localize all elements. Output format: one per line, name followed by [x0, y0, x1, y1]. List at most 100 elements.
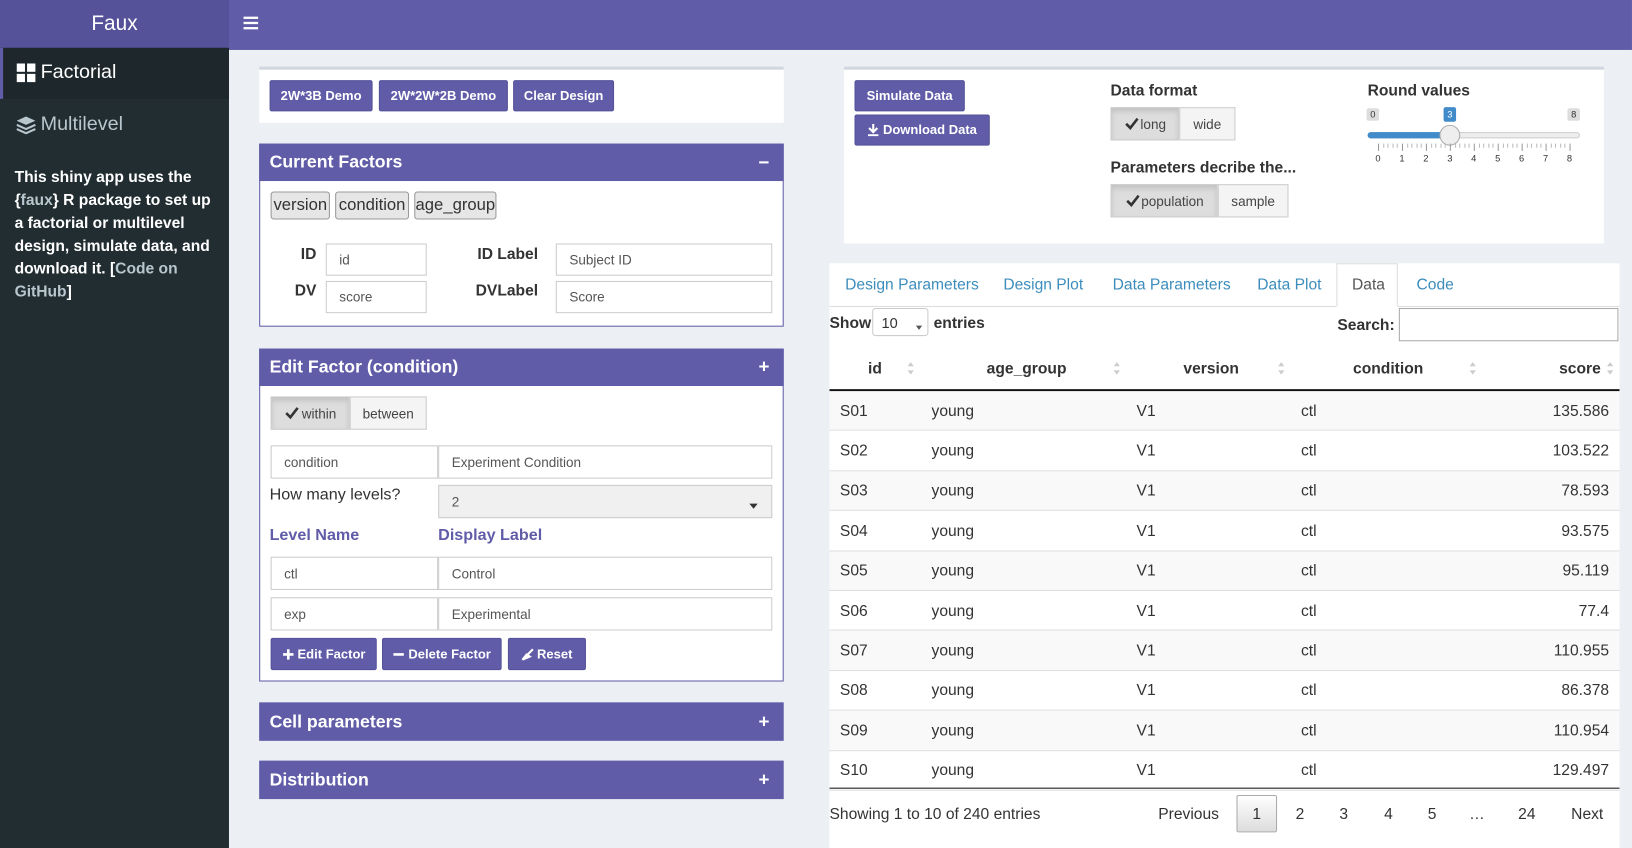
- column-header[interactable]: condition: [1353, 359, 1424, 378]
- input[interactable]: ctl: [270, 556, 439, 590]
- minor-tick: [1550, 143, 1552, 148]
- cell: S08: [839, 681, 868, 700]
- table-row: [829, 630, 1620, 671]
- page-button[interactable]: 4: [1384, 804, 1393, 823]
- column-header[interactable]: age_group: [986, 359, 1067, 378]
- slider-tick: [1401, 143, 1403, 151]
- tab[interactable]: Code: [1416, 275, 1454, 293]
- column-header[interactable]: version: [1183, 359, 1239, 378]
- slider-tick-label: 0: [1375, 152, 1381, 164]
- layers-icon-svg: [16, 116, 36, 135]
- link[interactable]: faux: [20, 191, 53, 210]
- caret-svg: [749, 503, 758, 509]
- cell: ctl: [1301, 482, 1317, 500]
- demo-button[interactable]: 2W*3B Demo: [269, 80, 373, 112]
- menu-item[interactable]: Factorial: [40, 61, 117, 84]
- input[interactable]: Subject ID: [555, 243, 773, 276]
- column-header[interactable]: id: [868, 359, 882, 378]
- minor-tick: [1459, 143, 1461, 148]
- page-button[interactable]: 24: [1518, 804, 1536, 823]
- page-button[interactable]: 2: [1295, 804, 1305, 823]
- minor-tick: [1454, 143, 1456, 148]
- table-row: [829, 591, 1620, 631]
- minor-tick: [1435, 143, 1437, 148]
- collapse-toggle[interactable]: +: [758, 710, 770, 731]
- toggle-button[interactable]: sample: [1217, 184, 1289, 218]
- factor-chip[interactable]: age_group: [414, 191, 497, 220]
- input[interactable]: score: [325, 280, 427, 314]
- action-button[interactable]: Edit Factor: [270, 637, 377, 671]
- page-button[interactable]: Next: [1571, 804, 1604, 823]
- collapse-toggle[interactable]: −: [758, 151, 770, 173]
- tab[interactable]: Data Plot: [1257, 275, 1322, 293]
- slider-tick: [1449, 143, 1451, 151]
- toggle-button[interactable]: within: [270, 396, 350, 430]
- input[interactable]: Control: [438, 556, 773, 590]
- action-button[interactable]: Reset: [507, 637, 586, 671]
- page-button[interactable]: 5: [1427, 804, 1437, 823]
- table-row: [829, 511, 1620, 552]
- collapse-toggle[interactable]: +: [758, 355, 770, 377]
- action-button[interactable]: Simulate Data: [854, 80, 965, 112]
- label: Reset: [537, 646, 573, 662]
- input[interactable]: Experimental: [438, 597, 773, 631]
- input[interactable]: Experiment Condition: [438, 445, 773, 479]
- toggle-button[interactable]: population: [1110, 184, 1218, 218]
- select[interactable]: 10: [872, 307, 929, 337]
- tab[interactable]: Design Parameters: [845, 275, 979, 293]
- cell: ctl: [1301, 402, 1317, 420]
- slider-tick-label: 5: [1495, 152, 1501, 164]
- label: within: [301, 405, 337, 421]
- factor-chip[interactable]: condition: [335, 191, 410, 220]
- column-header[interactable]: score: [1559, 359, 1601, 378]
- tab[interactable]: Design Plot: [1003, 275, 1084, 293]
- page-button[interactable]: Previous: [1158, 804, 1219, 823]
- search-input[interactable]: [1398, 307, 1619, 342]
- column-header: Level Name: [269, 526, 360, 545]
- action-button[interactable]: Delete Factor: [381, 637, 502, 671]
- label: Download Data: [882, 122, 977, 138]
- cell: 110.955: [1553, 641, 1610, 660]
- cell: S01: [839, 402, 868, 420]
- minor-tick: [1526, 143, 1528, 148]
- slider-handle[interactable]: [1439, 124, 1461, 146]
- minor-tick: [1516, 143, 1518, 148]
- factor-chip[interactable]: version: [270, 191, 330, 220]
- demo-button[interactable]: 2W*2W*2B Demo: [378, 80, 508, 112]
- menu-item[interactable]: Multilevel: [40, 113, 124, 136]
- cell: 78.593: [1561, 482, 1610, 500]
- minor-tick: [1411, 143, 1413, 148]
- brand[interactable]: Faux: [0, 0, 229, 48]
- collapse-toggle[interactable]: +: [758, 768, 770, 790]
- layers-icon: [16, 115, 37, 135]
- input[interactable]: exp: [270, 597, 439, 631]
- label: ID Label: [477, 245, 539, 263]
- icon: [393, 652, 405, 656]
- toggle-button[interactable]: long: [1110, 107, 1180, 141]
- sort-icon-svg: [1278, 362, 1285, 375]
- sort-icon: [1469, 361, 1477, 376]
- tab[interactable]: Data Parameters: [1112, 275, 1231, 293]
- menu-active-bg: [0, 47, 229, 99]
- input[interactable]: id: [325, 243, 427, 276]
- input[interactable]: condition: [270, 445, 439, 479]
- active-tab-bg: [1336, 263, 1398, 307]
- input[interactable]: Score: [555, 280, 773, 314]
- cell: young: [931, 681, 975, 700]
- link[interactable]: Code on GitHub: [14, 260, 178, 301]
- demo-button[interactable]: Clear Design: [513, 80, 615, 112]
- cell: 95.119: [1562, 561, 1610, 580]
- page-button[interactable]: 3: [1339, 804, 1349, 823]
- slider-tick: [1521, 143, 1523, 151]
- caret: [915, 318, 923, 330]
- box-header: Current Factors: [259, 143, 784, 182]
- tab[interactable]: Data: [1351, 275, 1385, 293]
- toggle-button[interactable]: between: [349, 396, 427, 430]
- action-button[interactable]: Download Data: [854, 114, 990, 146]
- label: sample: [1231, 193, 1275, 209]
- cell: ctl: [1301, 681, 1317, 700]
- sort-icon: [1606, 361, 1614, 376]
- page-button-active[interactable]: 1: [1236, 794, 1278, 833]
- select[interactable]: 2: [438, 484, 773, 519]
- toggle-button[interactable]: wide: [1179, 107, 1236, 141]
